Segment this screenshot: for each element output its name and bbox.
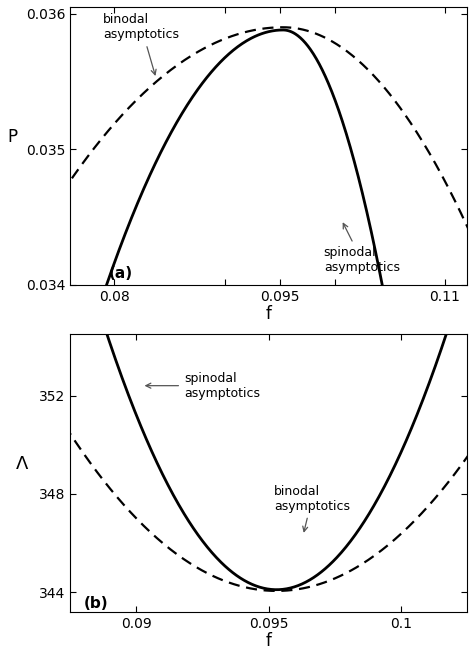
Y-axis label: P: P xyxy=(7,128,17,146)
Text: spinodal
asymptotics: spinodal asymptotics xyxy=(324,223,400,275)
Text: (b): (b) xyxy=(83,596,108,611)
Text: spinodal
asymptotics: spinodal asymptotics xyxy=(146,372,260,399)
Text: binodal
asymptotics: binodal asymptotics xyxy=(274,485,350,532)
Text: (a): (a) xyxy=(109,266,133,281)
X-axis label: f: f xyxy=(266,632,272,650)
Y-axis label: Λ: Λ xyxy=(16,455,28,473)
X-axis label: f: f xyxy=(266,305,272,323)
Text: binodal
asymptotics: binodal asymptotics xyxy=(103,13,179,75)
